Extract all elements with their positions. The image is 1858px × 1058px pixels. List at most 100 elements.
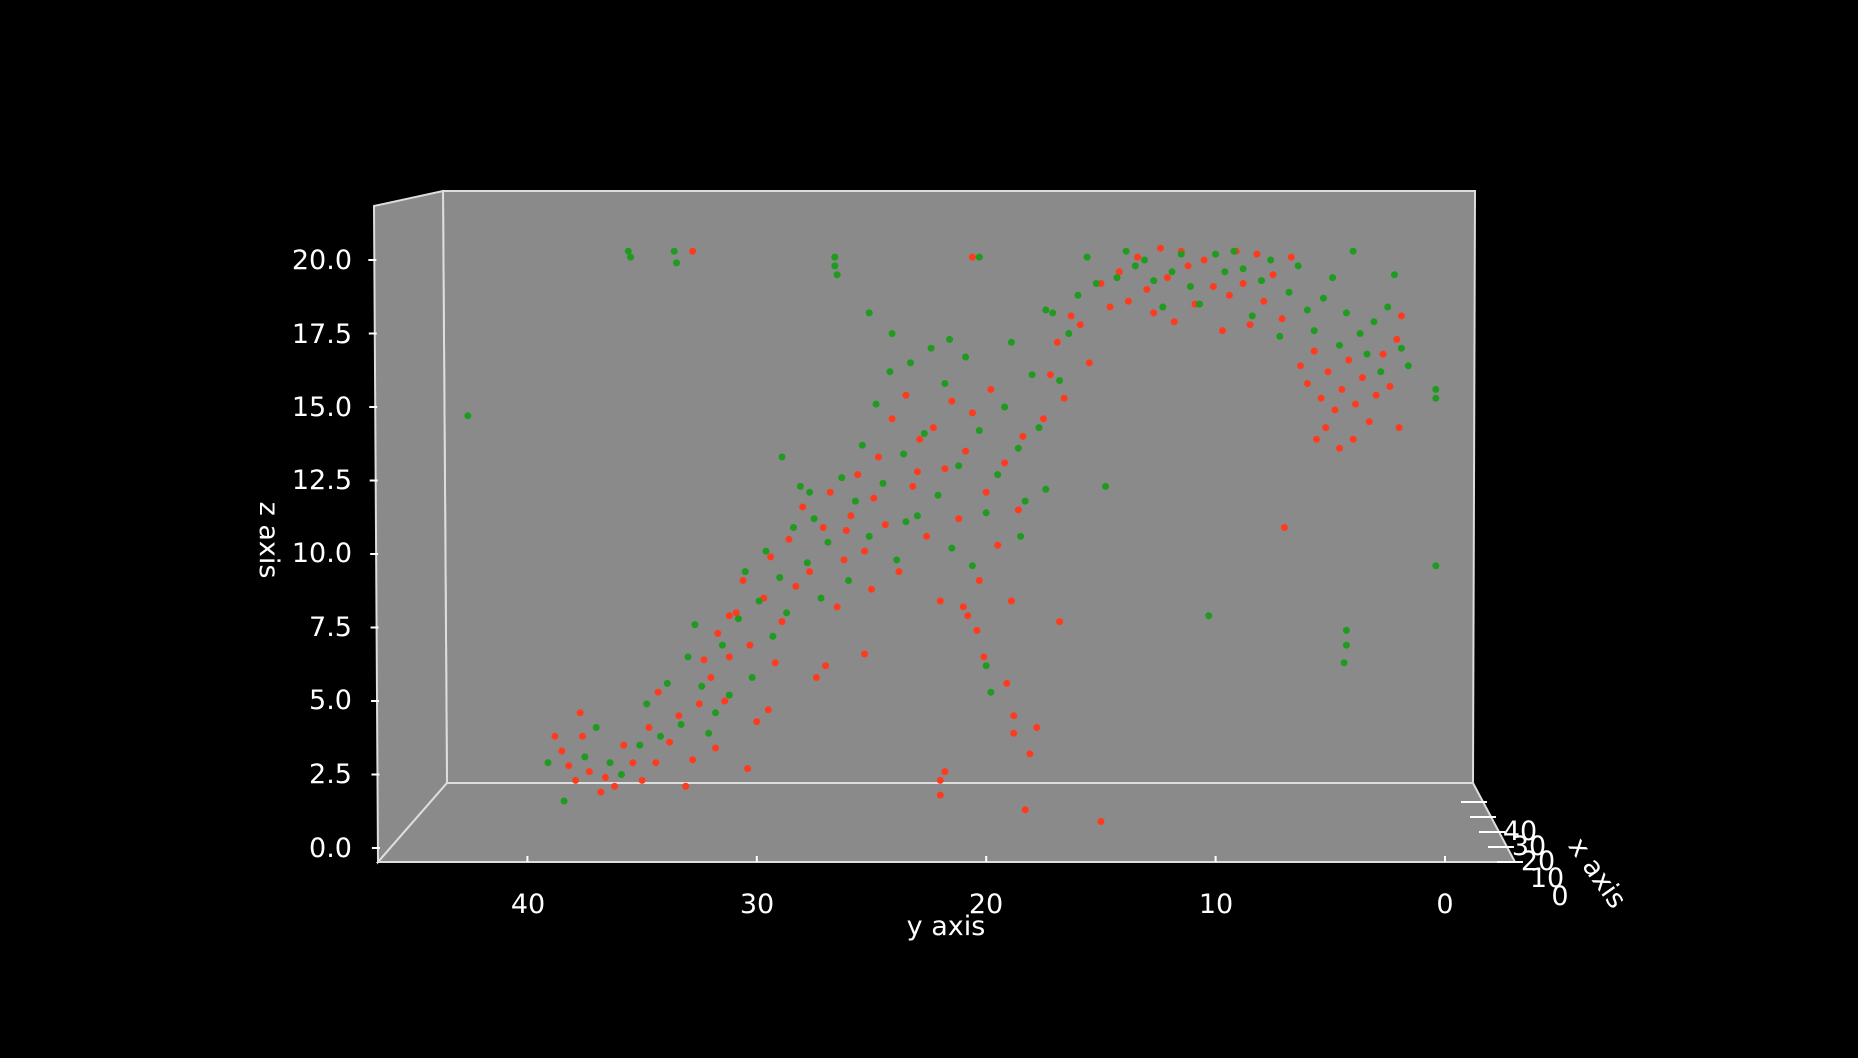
scatter-point: [666, 738, 674, 746]
scatter-point: [1386, 382, 1394, 390]
scatter-point: [1322, 424, 1330, 432]
scatter-point: [980, 653, 988, 661]
scatter-point: [936, 776, 944, 784]
scatter-point: [551, 732, 559, 740]
scatter-point: [1432, 562, 1440, 570]
scatter-point: [673, 259, 680, 267]
x-tick-label: 40: [1503, 816, 1537, 847]
scatter-point: [1150, 277, 1158, 285]
scatter-point: [785, 535, 793, 543]
scatter-point: [1017, 532, 1025, 540]
y-tick-label: 0: [1436, 889, 1453, 920]
scatter-point: [1014, 444, 1022, 452]
scatter-point: [1297, 362, 1304, 370]
scatter-point: [638, 776, 646, 784]
scatter-point: [739, 577, 747, 584]
scatter-point: [1060, 394, 1068, 402]
x-tick-labels: 0 10 20 30 40: [1503, 816, 1569, 912]
scatter-point: [1310, 327, 1318, 335]
scatter-point: [1040, 415, 1047, 423]
scatter-point: [831, 262, 839, 270]
scatter-point: [1397, 312, 1405, 320]
scatter-point: [581, 753, 589, 761]
scatter-point: [1159, 303, 1167, 311]
scatter-point: [982, 488, 990, 496]
scatter-point: [725, 653, 733, 661]
scatter-point: [796, 482, 804, 490]
scatter-point: [1106, 303, 1114, 311]
scatter-point: [753, 718, 761, 726]
scatter-point: [675, 712, 683, 720]
scatter-point: [803, 559, 811, 567]
z-tick-label: 5.0: [309, 685, 352, 716]
scatter-point: [1196, 300, 1203, 308]
scatter-point: [1042, 306, 1050, 314]
scatter-point: [689, 247, 697, 255]
scatter-point: [819, 524, 827, 531]
scatter-point: [636, 741, 644, 749]
scatter-point: [560, 797, 568, 805]
scatter-point: [1065, 330, 1073, 337]
scatter-point: [1115, 268, 1123, 276]
scatter-point: [1349, 435, 1357, 443]
scatter-point: [597, 788, 605, 796]
scatter-point: [902, 391, 910, 399]
scatter-point: [900, 450, 908, 458]
z-tick-label: 7.5: [309, 612, 352, 643]
scatter-point: [1331, 406, 1339, 414]
scatter-point: [1377, 368, 1385, 376]
scatter-point: [746, 641, 754, 649]
scatter-point: [1294, 262, 1302, 270]
scatter-point: [1404, 362, 1412, 370]
scatter-point: [1076, 321, 1084, 329]
scatter-point: [913, 468, 921, 476]
z-axis-label: z axis: [253, 502, 284, 579]
scatter-point: [698, 682, 706, 690]
scatter-point: [1157, 244, 1164, 252]
scatter-point: [1432, 385, 1440, 393]
scatter-point: [982, 662, 990, 670]
scatter-point: [874, 453, 882, 461]
scatter-point: [1365, 418, 1373, 426]
scatter-point: [464, 412, 472, 420]
scatter-point: [1340, 659, 1348, 667]
scatter-point: [1384, 303, 1392, 311]
scatter-point: [806, 488, 814, 496]
scatter-point: [941, 380, 949, 387]
scatter-point: [769, 632, 777, 640]
scatter-point: [1131, 262, 1139, 270]
scatter-point: [1124, 297, 1132, 305]
scatter-point: [1019, 432, 1027, 440]
z-tick-label: 17.5: [292, 319, 352, 350]
scatter-point: [778, 618, 786, 626]
scatter-point: [783, 609, 791, 617]
scatter-point: [1219, 327, 1226, 335]
scatter-point: [1074, 291, 1082, 299]
scatter-point: [645, 724, 653, 731]
scatter-point: [955, 462, 963, 470]
tick-marks: [368, 259, 1523, 863]
scatter-point: [624, 247, 632, 255]
scatter-point: [1338, 385, 1346, 393]
scatter-point: [1083, 253, 1091, 261]
scatter-point: [909, 482, 917, 490]
scatter-point: [707, 674, 715, 681]
back-pane: [441, 190, 1477, 784]
scatter-point: [741, 568, 749, 576]
scatter-point: [994, 541, 1002, 549]
scatter-point: [744, 765, 752, 773]
scatter-point: [762, 547, 770, 555]
scatter-point: [1102, 482, 1109, 490]
scatter-point: [1329, 274, 1337, 282]
scatter-point: [1122, 247, 1130, 255]
scatter-point: [868, 585, 875, 593]
y-axis-label: y axis: [907, 911, 986, 942]
scatter-point: [1352, 400, 1359, 408]
scatter-point: [771, 659, 779, 667]
scatter-point: [895, 568, 903, 576]
scatter-point: [973, 626, 981, 634]
scatter-point: [907, 359, 914, 367]
scatter-point: [1001, 403, 1009, 411]
scatter-point: [962, 353, 970, 361]
scatter-point: [1393, 335, 1401, 343]
